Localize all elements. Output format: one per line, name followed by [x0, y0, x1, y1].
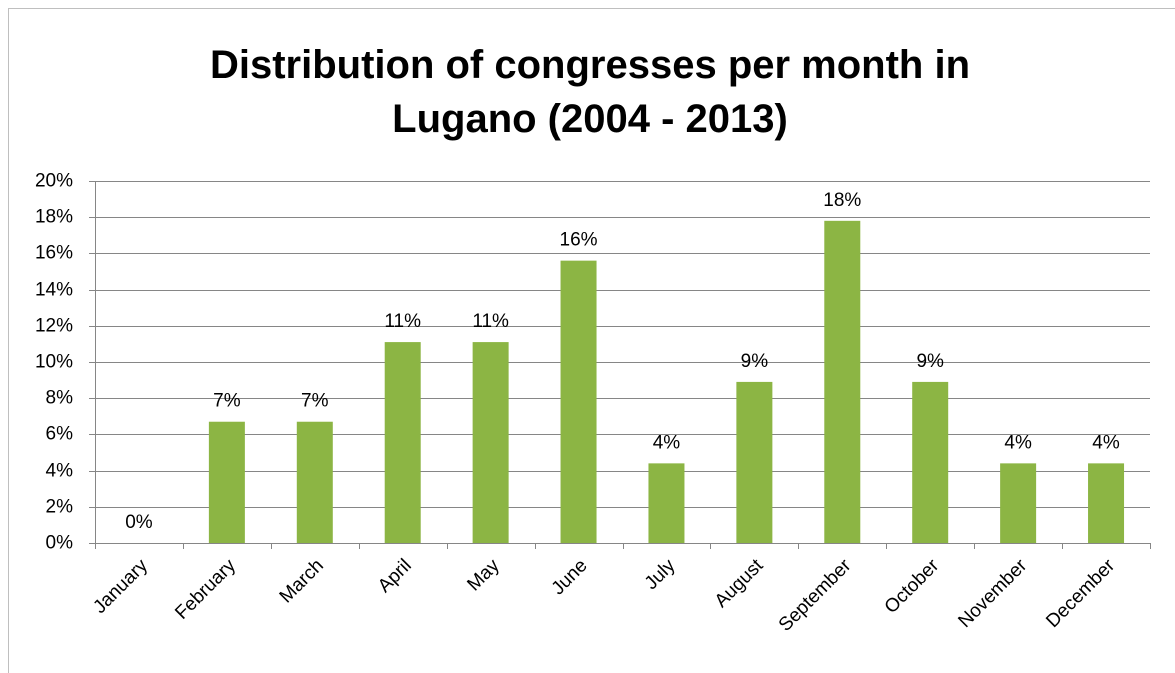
value-label: 0% — [125, 512, 153, 533]
value-label: 4% — [1004, 432, 1032, 453]
x-tick-label: May — [463, 555, 504, 596]
x-tick-label: March — [276, 555, 328, 607]
chart-title: Distribution of congresses per month in … — [209, 43, 971, 141]
value-label: 7% — [213, 391, 241, 412]
y-tick-label: 10% — [35, 352, 73, 373]
bar — [824, 220, 861, 543]
bar — [1000, 463, 1037, 543]
value-label: 16% — [560, 230, 598, 251]
value-label: 11% — [472, 311, 509, 332]
y-tick-label: 4% — [46, 461, 74, 482]
y-tick-label: 16% — [35, 243, 73, 264]
x-tick-label: June — [548, 555, 592, 599]
value-label: 4% — [1092, 432, 1120, 453]
y-tick-label: 20% — [35, 171, 73, 192]
bar — [912, 381, 949, 543]
bar — [384, 342, 421, 543]
y-tick-label: 18% — [35, 207, 73, 228]
x-tick-label: September — [775, 555, 856, 636]
x-tick-label: August — [711, 555, 768, 612]
bar — [1088, 463, 1125, 543]
value-label: 7% — [301, 391, 329, 412]
y-tick-label: 14% — [35, 280, 73, 301]
bar — [736, 381, 773, 543]
y-tick-label: 0% — [46, 533, 74, 554]
x-tick-label: July — [641, 555, 680, 594]
value-label: 9% — [916, 351, 944, 372]
bar — [648, 463, 685, 543]
value-label: 4% — [653, 432, 681, 453]
bar — [208, 421, 245, 543]
x-tick-label: December — [1042, 555, 1119, 632]
x-tick-label: April — [374, 555, 416, 597]
x-tick-label: January — [89, 555, 152, 618]
x-tick-label: October — [881, 555, 944, 618]
x-tick-label: February — [171, 555, 240, 624]
value-label: 18% — [823, 190, 861, 211]
value-label: 11% — [384, 311, 421, 332]
value-label: 9% — [741, 351, 769, 372]
bar — [472, 342, 509, 543]
bar — [560, 260, 597, 543]
y-tick-label: 6% — [46, 424, 74, 445]
y-tick-label: 2% — [46, 497, 74, 518]
x-tick-label: November — [954, 555, 1031, 632]
y-tick-label: 8% — [46, 388, 74, 409]
bar — [296, 421, 333, 543]
y-tick-label: 12% — [35, 316, 73, 337]
